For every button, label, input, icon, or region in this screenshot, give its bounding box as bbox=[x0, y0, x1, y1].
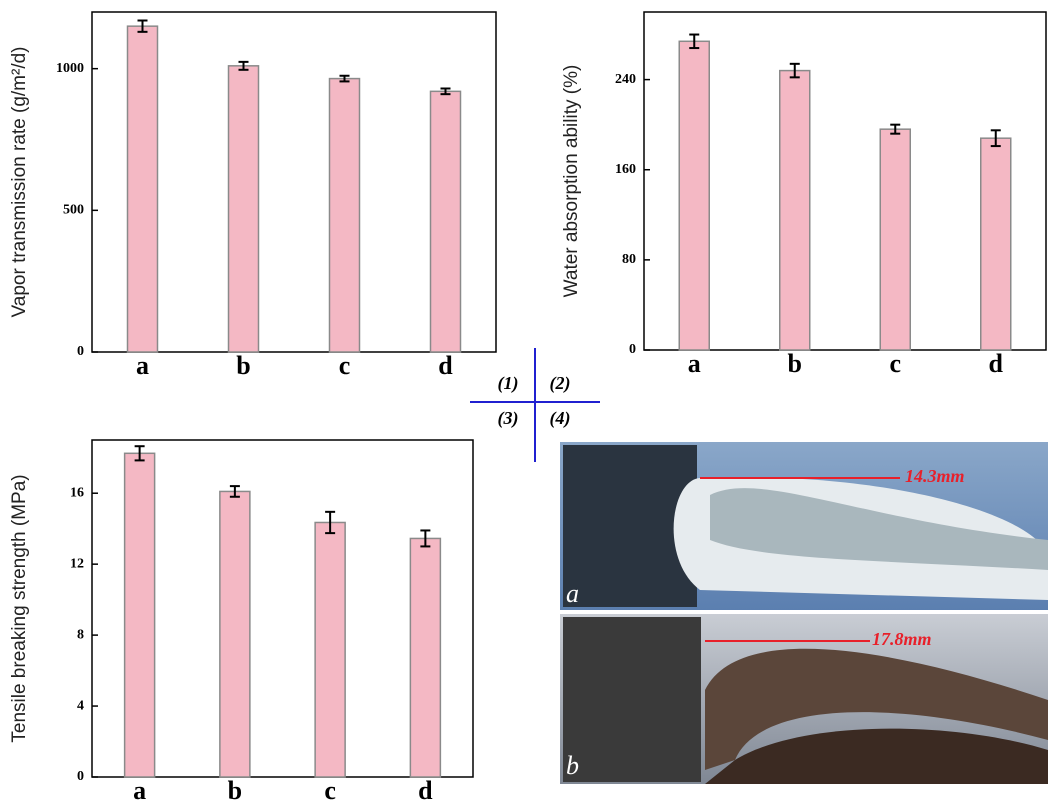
bar bbox=[880, 129, 910, 350]
x-tick-label: c bbox=[339, 351, 351, 380]
x-tick-label: d bbox=[438, 351, 453, 380]
measurement: 14.3mm bbox=[905, 466, 965, 486]
y-tick-label: 0 bbox=[77, 344, 84, 359]
bar bbox=[229, 66, 259, 352]
y-tick-label: 4 bbox=[77, 698, 84, 713]
bar bbox=[780, 71, 810, 350]
y-tick-label: 240 bbox=[615, 72, 636, 87]
y-axis-label: Tensile breaking strength (MPa) bbox=[9, 474, 30, 742]
x-tick-label: a bbox=[688, 349, 701, 378]
photo-label: a bbox=[566, 579, 579, 608]
measurement: 17.8mm bbox=[872, 629, 932, 649]
bar bbox=[981, 138, 1011, 350]
photo-label: b bbox=[566, 751, 579, 780]
y-tick-label: 500 bbox=[63, 203, 84, 218]
bar bbox=[125, 453, 155, 777]
bar bbox=[220, 491, 250, 777]
x-tick-label: b bbox=[788, 349, 802, 378]
x-tick-label: c bbox=[889, 349, 901, 378]
panel-label: (4) bbox=[550, 408, 571, 429]
y-tick-label: 160 bbox=[615, 162, 636, 177]
bar bbox=[315, 522, 345, 777]
bar bbox=[128, 26, 158, 352]
panel-label: (2) bbox=[550, 373, 571, 394]
x-tick-label: d bbox=[418, 776, 433, 802]
y-tick-label: 8 bbox=[77, 627, 84, 642]
x-tick-label: d bbox=[989, 349, 1004, 378]
y-tick-label: 12 bbox=[70, 556, 84, 571]
photo-panel: 14.3mm 17.8mm a b bbox=[560, 442, 1048, 784]
y-axis-label: Vapor transmission rate (g/m²/d) bbox=[9, 46, 30, 317]
y-tick-label: 16 bbox=[70, 485, 84, 500]
y-axis-label: Water absorption ability (%) bbox=[561, 65, 582, 298]
y-tick-label: 80 bbox=[622, 252, 636, 267]
bar bbox=[410, 538, 440, 777]
panel-label: (1) bbox=[498, 373, 519, 394]
x-tick-label: c bbox=[324, 776, 336, 802]
x-tick-label: b bbox=[228, 776, 242, 802]
bar bbox=[431, 91, 461, 352]
panel-label: (3) bbox=[498, 408, 519, 429]
x-tick-label: a bbox=[136, 351, 149, 380]
y-tick-label: 1000 bbox=[56, 61, 84, 76]
x-tick-label: b bbox=[236, 351, 250, 380]
x-tick-label: a bbox=[133, 776, 146, 802]
bar bbox=[679, 41, 709, 350]
bar bbox=[330, 79, 360, 352]
y-tick-label: 0 bbox=[77, 769, 84, 784]
y-tick-label: 0 bbox=[629, 342, 636, 357]
ruler-b bbox=[563, 617, 701, 782]
figure: 14.3mm 17.8mm a b (1) (2) (3) (4) Vapor … bbox=[0, 0, 1048, 802]
